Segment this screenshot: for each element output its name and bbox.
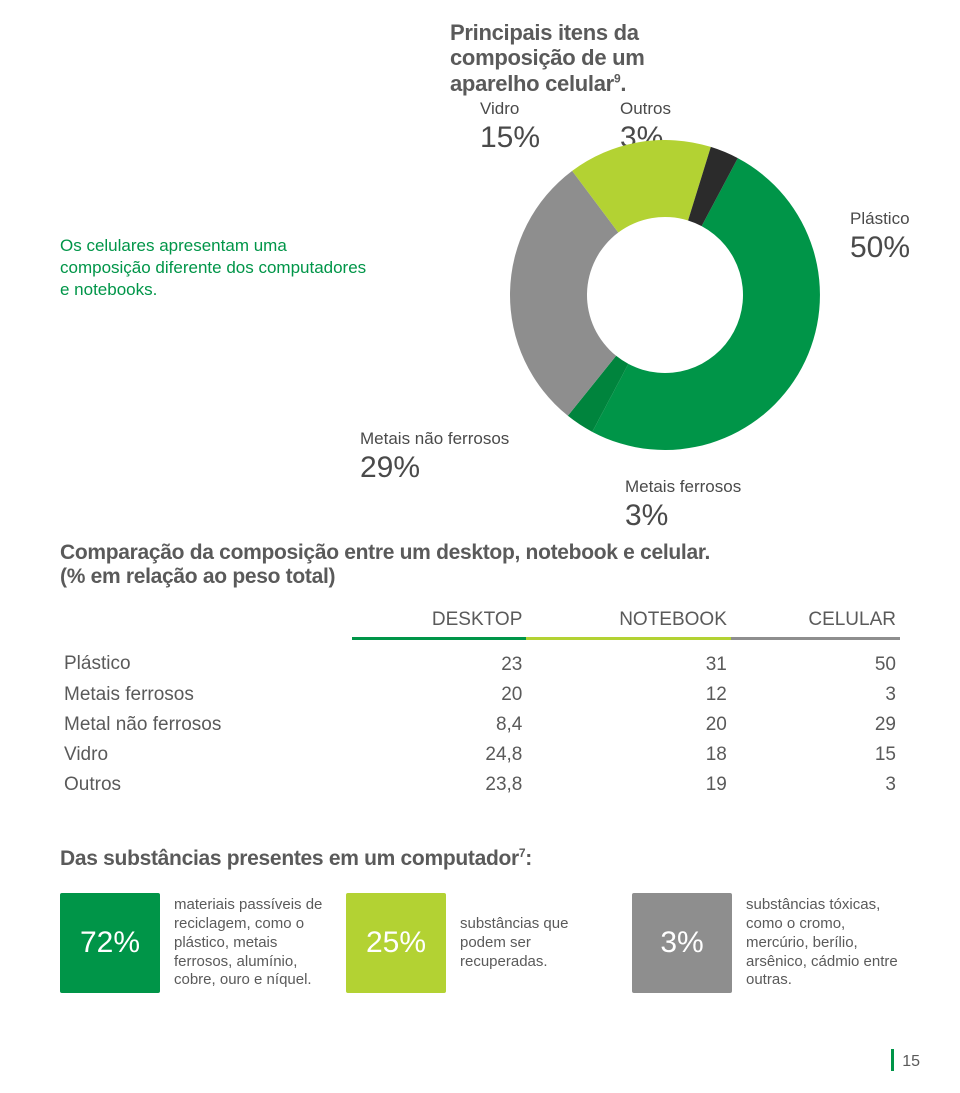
donut-title: Principais itens da composição de um apa…	[450, 20, 730, 96]
substance-pct: 3%	[632, 893, 732, 993]
table-cell: 19	[526, 770, 731, 800]
table-row-label: Metal não ferrosos	[60, 710, 352, 740]
substances-section: Das substâncias presentes em um computad…	[60, 846, 900, 993]
substances-title-pre: Das substâncias presentes em um computad…	[60, 847, 519, 870]
substance-item: 72%materiais passíveis de reciclagem, co…	[60, 893, 328, 993]
callout-metf-pct: 3%	[625, 499, 775, 532]
table-row-label: Outros	[60, 770, 352, 800]
table-header-row: DESKTOPNOTEBOOKCELULAR	[60, 603, 900, 639]
table-body: Plástico233150Metais ferrosos20123Metal …	[60, 639, 900, 801]
substances-title: Das substâncias presentes em um computad…	[60, 846, 900, 871]
table-header-cell: CELULAR	[731, 603, 900, 639]
callout-outros-label: Outros	[620, 100, 700, 119]
table-cell: 31	[526, 639, 731, 681]
donut-title-post: .	[620, 71, 626, 96]
page-number: 15	[891, 1049, 920, 1071]
table-header-cell: DESKTOP	[352, 603, 526, 639]
callout-metnf-pct: 29%	[360, 451, 540, 484]
table-cell: 20	[352, 680, 526, 710]
substance-desc: substâncias que podem ser recuperadas.	[460, 893, 614, 993]
page-number-bar	[891, 1049, 894, 1071]
substances-title-post: :	[525, 847, 532, 870]
table-cell: 8,4	[352, 710, 526, 740]
table-cell: 23,8	[352, 770, 526, 800]
table-cell: 12	[526, 680, 731, 710]
table-row: Outros23,8193	[60, 770, 900, 800]
table-header-blank	[60, 603, 352, 639]
comparison-table: DESKTOPNOTEBOOKCELULAR Plástico233150Met…	[60, 603, 900, 800]
substance-pct: 72%	[60, 893, 160, 993]
table-cell: 3	[731, 680, 900, 710]
table-cell: 50	[731, 639, 900, 681]
table-cell: 3	[731, 770, 900, 800]
substance-pct: 25%	[346, 893, 446, 993]
table-cell: 29	[731, 710, 900, 740]
donut-chart	[510, 140, 820, 450]
comparison-title: Comparação da composição entre um deskto…	[60, 540, 900, 565]
callout-plastico-pct: 50%	[850, 231, 950, 264]
comparison-section: Comparação da composição entre um deskto…	[60, 540, 900, 800]
substance-item: 25%substâncias que podem ser recuperadas…	[346, 893, 614, 993]
table-cell: 18	[526, 740, 731, 770]
side-note: Os celulares apresentam uma composição d…	[60, 235, 380, 301]
table-cell: 20	[526, 710, 731, 740]
substance-item: 3%substâncias tóxicas, como o cromo, mer…	[632, 893, 900, 993]
donut-svg	[510, 140, 820, 450]
table-cell: 15	[731, 740, 900, 770]
callout-plastico: Plástico 50%	[850, 210, 950, 264]
table-row: Metais ferrosos20123	[60, 680, 900, 710]
table-row-label: Plástico	[60, 639, 352, 681]
page-number-value: 15	[902, 1053, 920, 1070]
callout-metf: Metais ferrosos 3%	[625, 478, 775, 532]
callout-metf-label: Metais ferrosos	[625, 478, 775, 497]
top-section: Principais itens da composição de um apa…	[60, 20, 900, 500]
table-cell: 23	[352, 639, 526, 681]
substance-desc: substâncias tóxicas, como o cromo, mercú…	[746, 893, 900, 993]
table-row-label: Vidro	[60, 740, 352, 770]
table-row-label: Metais ferrosos	[60, 680, 352, 710]
comparison-subtitle: (% em relação ao peso total)	[60, 565, 900, 589]
callout-plastico-label: Plástico	[850, 210, 950, 229]
table-row: Plástico233150	[60, 639, 900, 681]
table-header-cell: NOTEBOOK	[526, 603, 731, 639]
table-cell: 24,8	[352, 740, 526, 770]
callout-vidro-label: Vidro	[480, 100, 560, 119]
table-row: Vidro24,81815	[60, 740, 900, 770]
substances-row: 72%materiais passíveis de reciclagem, co…	[60, 893, 900, 993]
substance-desc: materiais passíveis de reciclagem, como …	[174, 893, 328, 993]
table-row: Metal não ferrosos8,42029	[60, 710, 900, 740]
